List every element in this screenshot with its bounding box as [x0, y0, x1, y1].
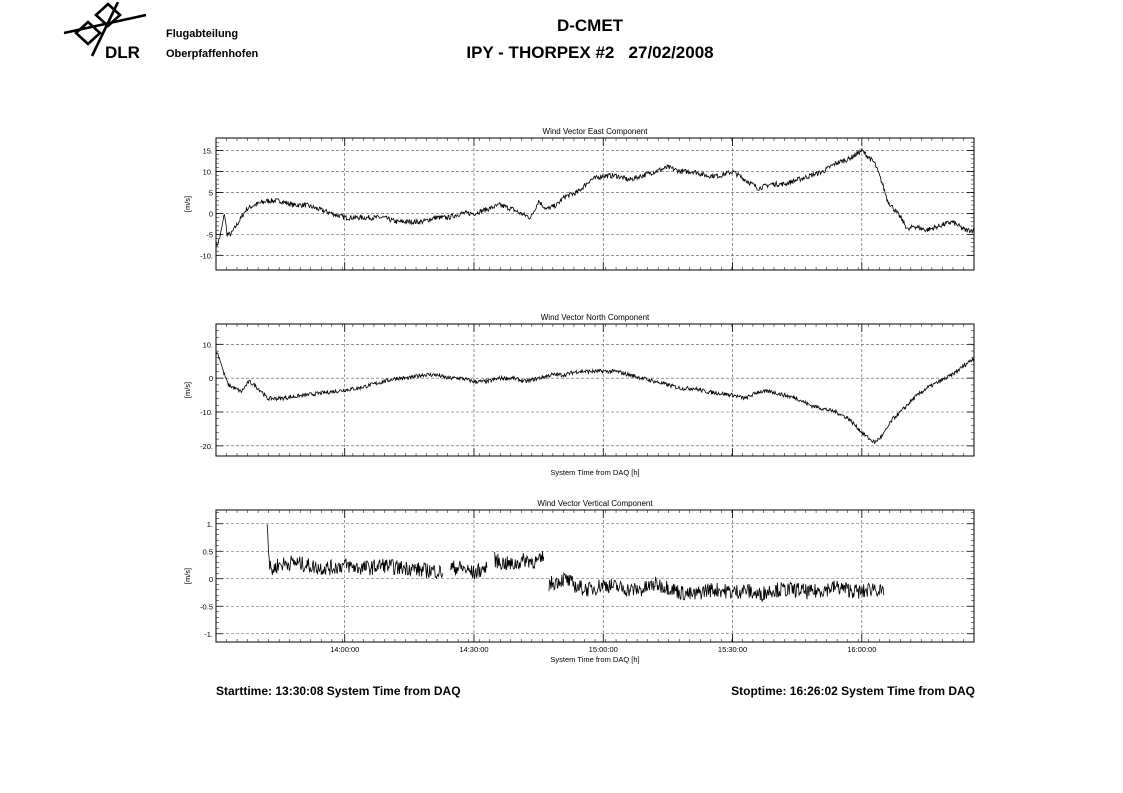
x-tick-label: 15:00:00	[589, 645, 618, 654]
x-tick-label: 15:30:00	[718, 645, 747, 654]
org-line-1: Flugabteilung	[166, 28, 239, 40]
x-axis-label: System Time from DAQ [h]	[550, 655, 639, 664]
y-tick-label: 1.	[207, 520, 213, 529]
series-line	[215, 350, 975, 444]
page-title: D-CMET	[556, 16, 624, 35]
chart-title: Wind Vector East Component	[543, 127, 649, 136]
plot-frame	[215, 137, 975, 271]
y-axis-label: [m/s]	[183, 568, 192, 584]
y-tick-label: -20.	[200, 442, 213, 451]
series-line	[215, 148, 975, 250]
plot-frame	[215, 509, 975, 643]
dlr-logo: DLR	[63, 2, 147, 62]
chart-panel-3: Wind Vector Vertical Component -1. -0.5 0 0.…	[183, 499, 975, 664]
series-line	[494, 551, 545, 571]
chart-panel-2: Wind Vector North Component -20. -10. 0 10. […	[183, 313, 975, 477]
stop-time: Stoptime: 16:26:02 System Time from DAQ	[731, 684, 975, 698]
y-tick-label: 0	[209, 374, 213, 383]
y-tick-label: 0	[209, 209, 213, 218]
y-tick-label: 0.5	[203, 547, 213, 556]
y-tick-label: 5	[209, 188, 213, 197]
y-tick-label: -10.	[200, 408, 213, 417]
logo-text: DLR	[105, 43, 140, 62]
x-axis-label: System Time from DAQ [h]	[550, 468, 639, 477]
y-tick-label: -1.	[204, 630, 213, 639]
y-tick-label: -10.	[200, 251, 213, 260]
x-tick-label: 16:00:00	[847, 645, 876, 654]
y-tick-label: 15.	[203, 147, 213, 156]
y-tick-label: 10.	[203, 340, 213, 349]
series-line	[450, 560, 488, 580]
series-line	[548, 571, 885, 603]
y-axis-label: [m/s]	[183, 196, 192, 212]
page-subtitle: IPY - THORPEX #2 27/02/2008	[466, 43, 714, 62]
y-tick-label: 10.	[203, 168, 213, 177]
y-axis-label: [m/s]	[183, 382, 192, 398]
y-tick-label: -0.5	[200, 602, 213, 611]
series-line	[266, 524, 444, 580]
y-tick-label: -5	[206, 230, 213, 239]
chart-panel-1: Wind Vector East Component -10. -5 0 5 10. 15.…	[183, 127, 975, 271]
chart-title: Wind Vector North Component	[541, 313, 650, 322]
x-tick-label: 14:00:00	[330, 645, 359, 654]
x-tick-label: 14:30:00	[459, 645, 488, 654]
plot-frame	[215, 323, 975, 457]
start-time: Starttime: 13:30:08 System Time from DAQ	[216, 684, 461, 698]
org-line-2: Oberpfaffenhofen	[166, 48, 259, 60]
chart-title: Wind Vector Vertical Component	[537, 499, 653, 508]
y-tick-label: 0	[209, 575, 213, 584]
